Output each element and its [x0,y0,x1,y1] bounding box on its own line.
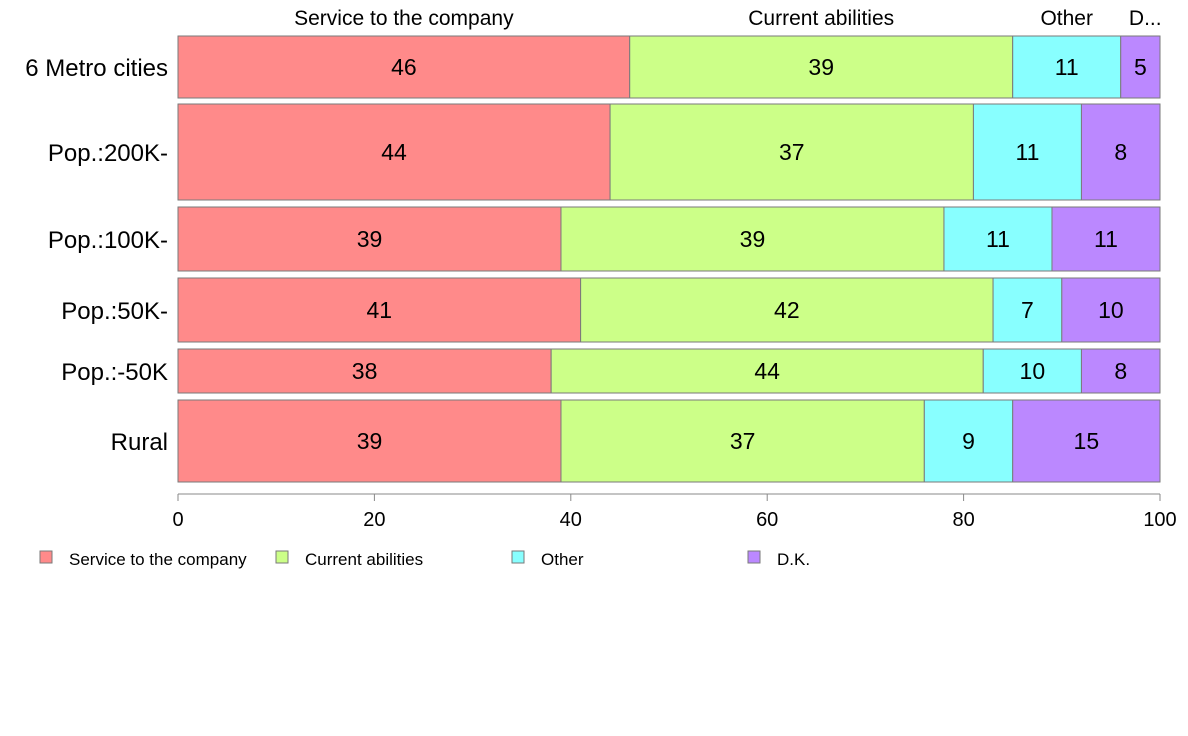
value-label-pop-200k-d-k: 8 [1114,139,1127,165]
bar-pop-50k-current-abilities [550,348,984,394]
value-label-pop-200k-service-to-the-company: 44 [381,139,407,165]
value-label-pop-50k-d-k: 8 [1114,358,1127,384]
value-label-pop-50k-d-k: 10 [1098,297,1124,323]
bar-pop-50k-other [982,348,1082,394]
bar-pop-50k-d-k [1061,277,1161,343]
bar-pop-50k-d-k [1080,348,1161,394]
legend-label-d-k: D.K. [777,550,810,569]
top-label-d-k: D... [1129,7,1162,30]
legend-label-other: Other [541,550,584,569]
x-tick-label-60: 60 [756,509,778,531]
category-label-pop-200k: Pop.:200K- [48,140,168,167]
x-tick-label-20: 20 [363,509,385,531]
bar-pop-100k-service-to-the-company [177,206,562,272]
value-label-pop-50k-service-to-the-company: 41 [367,297,393,323]
x-tick-label-80: 80 [952,509,974,531]
value-label-pop-50k-current-abilities: 44 [754,358,780,384]
legend-label-current-abilities: Current abilities [305,550,423,569]
value-label-pop-200k-current-abilities: 37 [779,139,805,165]
value-label-pop-200k-other: 11 [1015,139,1039,165]
value-label-rural-d-k: 15 [1074,428,1100,454]
category-label-6-metro-cities: 6 Metro cities [25,55,168,82]
bar-rural-other [923,399,1014,483]
x-tick-label-40: 40 [560,509,582,531]
bar-pop-200k-d-k [1080,103,1161,201]
x-tick-label-100: 100 [1143,509,1176,531]
bar-rural-service-to-the-company [177,399,562,483]
legend-swatch-other [511,550,525,564]
category-labels: 6 Metro cities Pop.:200K- Pop.:100K- Pop.:5… [25,55,168,456]
value-label-pop-100k-other: 11 [986,226,1010,252]
value-label-pop-50k-service-to-the-company: 38 [352,358,378,384]
value-label-pop-50k-other: 7 [1021,297,1034,323]
value-label-rural-other: 9 [962,428,975,454]
bar-rural-current-abilities [560,399,925,483]
category-label-rural: Rural [111,429,168,456]
bar-rural-d-k [1012,399,1161,483]
bar-pop-100k-current-abilities [560,206,945,272]
top-label-service-to-the-company: Service to the company [294,7,514,30]
category-label-pop-50k: Pop.:50K- [61,298,168,325]
bar-6-metro-cities-d-k [1120,35,1161,99]
value-label-6-metro-cities-d-k: 5 [1134,54,1147,80]
legend-swatch-d-k [747,550,761,564]
bar-pop-200k-current-abilities [609,103,974,201]
bar-pop-50k-service-to-the-company [177,348,552,394]
legend: Service to the company Current abilities O… [39,550,810,569]
category-label-pop-100k: Pop.:100K- [48,227,168,254]
value-label-pop-100k-service-to-the-company: 39 [357,226,383,252]
top-label-current-abilities: Current abilities [748,7,894,30]
value-label-rural-service-to-the-company: 39 [357,428,383,454]
bar-pop-50k-current-abilities [580,277,994,343]
bar-6-metro-cities-other [1012,35,1122,99]
value-label-rural-current-abilities: 37 [730,428,756,454]
legend-swatch-current-abilities [275,550,289,564]
value-label-pop-50k-other: 10 [1020,358,1046,384]
x-axis: 0 20 40 60 80 100 [172,493,1177,531]
legend-label-service-to-the-company: Service to the company [69,550,247,569]
value-label-pop-100k-d-k: 11 [1094,226,1118,252]
category-label-pop-50k: Pop.:-50K [61,359,168,386]
bar-6-metro-cities-service-to-the-company [177,35,631,99]
bar-pop-200k-other [972,103,1082,201]
bar-pop-100k-d-k [1051,206,1161,272]
value-label-6-metro-cities-current-abilities: 39 [808,54,834,80]
series-top-labels: Service to the company Current abilities O… [294,7,1161,30]
x-tick-label-0: 0 [172,509,183,531]
bar-pop-200k-service-to-the-company [177,103,611,201]
value-label-pop-100k-current-abilities: 39 [740,226,766,252]
legend-swatch-service-to-the-company [39,550,53,564]
bar-6-metro-cities-current-abilities [629,35,1014,99]
bar-pop-50k-service-to-the-company [177,277,582,343]
value-label-pop-50k-current-abilities: 42 [774,297,800,323]
bars: 46 39 11 5 44 37 11 8 39 39 11 11 41 42 7 10 38 44 10 8 39 37… [177,35,1161,483]
value-label-6-metro-cities-other: 11 [1055,54,1079,80]
top-label-other: Other [1040,7,1093,30]
value-label-6-metro-cities-service-to-the-company: 46 [391,54,417,80]
